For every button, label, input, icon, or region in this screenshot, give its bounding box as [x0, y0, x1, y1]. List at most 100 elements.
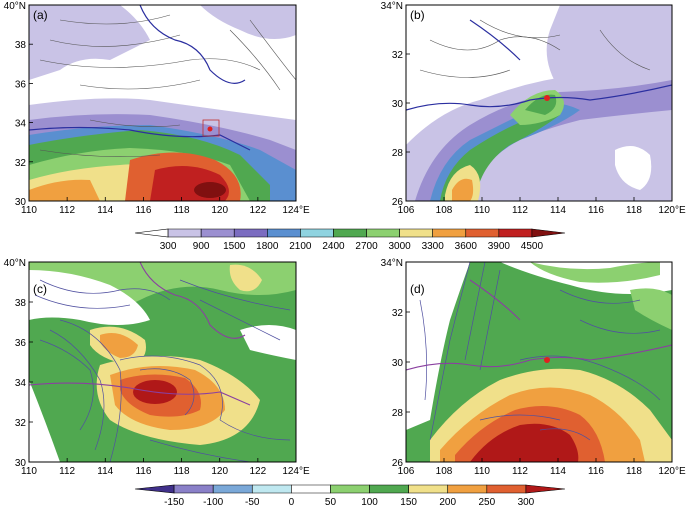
- colorbar-swatch: [300, 228, 334, 238]
- colorbar-tick-label: 4500: [521, 241, 544, 252]
- x-tick-label: 120°E: [658, 466, 686, 477]
- colorbar-swatch: [134, 228, 169, 238]
- panel-c-label: (c): [33, 282, 47, 296]
- y-tick-label: 34: [15, 119, 27, 130]
- y-tick-label: 38: [15, 40, 27, 51]
- colorbar-swatch: [465, 228, 500, 238]
- x-tick-label: 120: [211, 466, 228, 477]
- panel-b-map: [406, 5, 672, 201]
- x-tick-label: 114: [550, 466, 566, 477]
- colorbar-tick-label: 1800: [256, 241, 279, 252]
- y-tick-label: 36: [15, 79, 27, 90]
- colorbar-bottom: -150 -100 -50 0 50 100 150 200 250 300: [134, 484, 566, 508]
- colorbar-tick-label: 2100: [289, 241, 312, 252]
- colorbar-swatch: [251, 484, 292, 494]
- colorbar-swatch: [267, 228, 301, 238]
- colorbar-tick-label: 300: [518, 497, 535, 508]
- colorbar-tick-label: 0: [289, 497, 295, 508]
- colorbar-tick-label: 300: [160, 241, 177, 252]
- x-tick-label: 116: [588, 466, 604, 477]
- x-tick-label: 118: [626, 466, 642, 477]
- x-tick-label: 106: [398, 466, 415, 477]
- colorbar-swatch: [486, 484, 527, 494]
- y-tick-label: 28: [392, 408, 404, 419]
- x-tick-label: 110: [21, 466, 37, 477]
- colorbar-tick-label: 2400: [322, 241, 345, 252]
- x-tick-label: 118: [174, 466, 190, 477]
- colorbar-swatch: [212, 484, 253, 494]
- y-tick-label: 26: [392, 458, 404, 469]
- panel-a-map: [29, 5, 296, 201]
- x-tick-label: 110: [474, 466, 490, 477]
- colorbar-swatch: [366, 228, 400, 238]
- y-tick-label: 38: [15, 298, 27, 309]
- x-tick-label: 114: [97, 205, 113, 216]
- x-tick-label: 124°E: [282, 205, 310, 216]
- colorbar-swatch: [233, 228, 268, 238]
- x-tick-label: 118: [174, 205, 190, 216]
- x-tick-label: 112: [512, 205, 528, 216]
- panel-d-map: [406, 262, 672, 462]
- x-tick-label: 110: [474, 205, 490, 216]
- colorbar-swatch: [330, 484, 370, 494]
- y-tick-label: 32: [15, 158, 27, 169]
- y-tick-label: 32: [15, 418, 27, 429]
- colorbar-tick-label: 3300: [422, 241, 445, 252]
- colorbar-swatch: [525, 484, 566, 494]
- y-tick-label: 28: [392, 148, 404, 159]
- panel-d-axes: 106 108 110 112 114 116 118 120°E 26 28 30 32 34°N: [381, 258, 686, 477]
- x-tick-label: 112: [59, 466, 75, 477]
- y-tick-label: 36: [15, 338, 27, 349]
- y-tick-label: 34°N: [381, 1, 403, 12]
- colorbar-swatch: [333, 228, 367, 238]
- x-tick-label: 116: [135, 466, 151, 477]
- y-tick-label: 30: [392, 99, 404, 110]
- colorbar-tick-label: 3000: [388, 241, 411, 252]
- colorbar-tick-label: -50: [245, 497, 260, 508]
- x-tick-label: 116: [588, 205, 604, 216]
- panel-c-axes: 110 112 114 116 118 120 122 124°E 30 32 34 36 38 40°N: [4, 258, 310, 477]
- panel-a-label: (a): [33, 8, 48, 22]
- panel-c-map: [29, 262, 296, 462]
- x-tick-label: 112: [512, 466, 528, 477]
- colorbar-swatch: [134, 484, 175, 494]
- panel-a-axes: 110 112 114 116 118 120 122 124°E 30 32 34 36 38 40°N: [4, 1, 310, 216]
- y-tick-label: 26: [392, 197, 404, 208]
- x-tick-label: 120: [211, 205, 228, 216]
- colorbar-tick-label: 3600: [455, 241, 478, 252]
- panel-a-frame: [28, 4, 297, 202]
- y-tick-label: 40°N: [4, 1, 26, 12]
- x-tick-label: 124°E: [282, 466, 310, 477]
- colorbar-swatch: [531, 228, 566, 238]
- y-tick-label: 30: [392, 358, 404, 369]
- y-tick-label: 30: [15, 458, 27, 469]
- colorbar-swatch: [408, 484, 449, 494]
- colorbar-tick-label: 1500: [223, 241, 246, 252]
- x-tick-label: 114: [97, 466, 113, 477]
- colorbar-swatch: [432, 228, 467, 238]
- colorbar-swatch: [291, 484, 331, 494]
- panel-c-frame: [28, 261, 297, 463]
- y-tick-label: 40°N: [4, 258, 26, 269]
- colorbar-tick-label: 50: [325, 497, 337, 508]
- panel-b-axes: 106 108 110 112 114 116 118 120°E 26 28 30 32 34°N: [381, 1, 686, 216]
- x-tick-label: 112: [59, 205, 75, 216]
- colorbar-swatch: [399, 228, 433, 238]
- colorbar-swatch: [173, 484, 214, 494]
- x-tick-label: 110: [21, 205, 37, 216]
- x-tick-label: 116: [135, 205, 151, 216]
- colorbar-tick-label: -150: [164, 497, 184, 508]
- colorbar-tick-label: 2700: [355, 241, 378, 252]
- colorbar-swatch: [167, 228, 202, 238]
- colorbar-swatch: [447, 484, 488, 494]
- colorbar-swatch: [200, 228, 235, 238]
- x-tick-label: 118: [626, 205, 642, 216]
- x-tick-label: 120°E: [658, 205, 686, 216]
- panel-d-label: (d): [410, 282, 425, 296]
- y-tick-label: 34°N: [381, 258, 403, 269]
- colorbar-tick-label: 100: [361, 497, 378, 508]
- colorbar-top: 300 900 1500 1800 2100 2400 2700 3000 3300 3600 39…: [134, 228, 566, 252]
- x-tick-label: 122: [250, 466, 267, 477]
- x-tick-label: 106: [398, 205, 415, 216]
